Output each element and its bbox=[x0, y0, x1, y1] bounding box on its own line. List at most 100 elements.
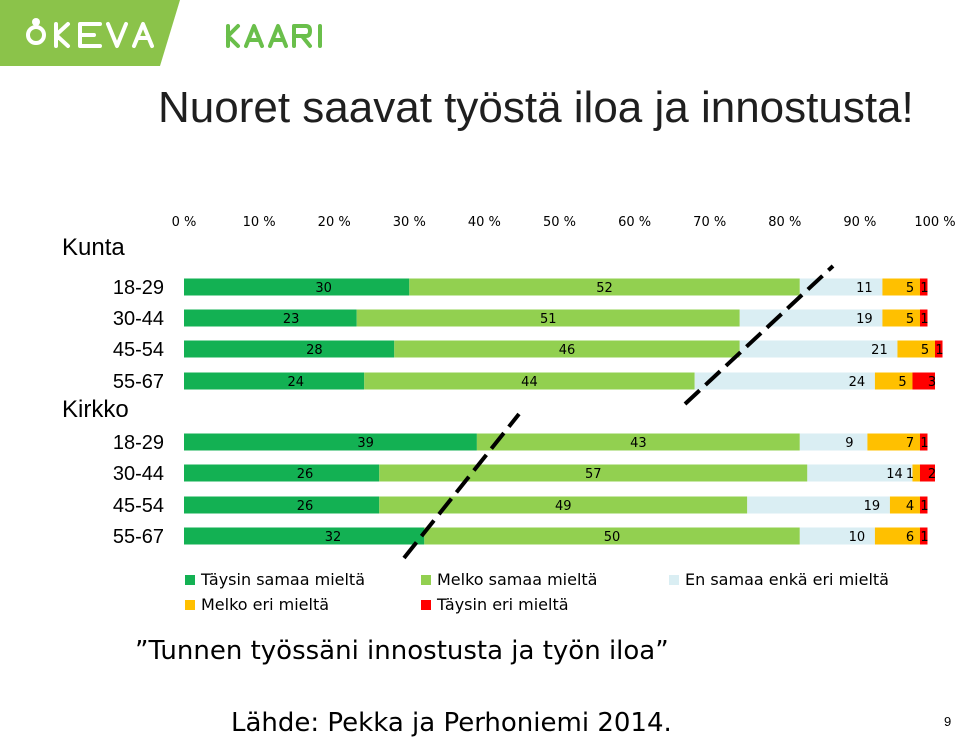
legend-swatch bbox=[185, 599, 195, 610]
bar-segment bbox=[409, 278, 800, 296]
legend-item: Melko samaa mieltä bbox=[421, 570, 669, 589]
legend-item: En samaa enkä eri mieltä bbox=[669, 570, 945, 589]
data-label: 2 bbox=[928, 467, 936, 482]
data-label: 57 bbox=[585, 467, 602, 482]
dashed-line-kunta bbox=[683, 264, 835, 406]
bar-segment bbox=[799, 278, 883, 296]
data-label: 43 bbox=[630, 436, 647, 451]
bar-segment bbox=[912, 372, 935, 390]
legend-label: Täysin samaa mieltä bbox=[201, 570, 366, 589]
legend-label: Täysin eri mieltä bbox=[437, 595, 569, 614]
legend-label: Melko eri mieltä bbox=[201, 595, 330, 614]
data-label: 30 bbox=[315, 281, 332, 296]
data-label: 4 bbox=[906, 499, 914, 514]
data-label: 32 bbox=[325, 530, 342, 545]
bar-segment bbox=[739, 340, 898, 358]
data-label: 44 bbox=[521, 375, 538, 390]
x-tick-label: 10 % bbox=[243, 215, 276, 230]
bar-segment bbox=[874, 527, 920, 545]
legend-label: En samaa enkä eri mieltä bbox=[685, 570, 889, 589]
source-citation: Lähde: Pekka ja Perhoniemi 2014. bbox=[231, 708, 672, 738]
data-label: 1 bbox=[920, 499, 928, 514]
data-label: 28 bbox=[306, 343, 323, 358]
data-label: 26 bbox=[297, 499, 314, 514]
bar-segment bbox=[807, 464, 913, 482]
data-label: 5 bbox=[921, 343, 929, 358]
legend-swatch bbox=[669, 574, 679, 585]
data-label: 51 bbox=[540, 312, 557, 327]
category-label: 18-29 bbox=[113, 432, 164, 454]
bar-segment bbox=[919, 527, 928, 545]
bar-segment bbox=[919, 464, 935, 482]
keva-logo-mark bbox=[26, 18, 154, 48]
bar-segment bbox=[935, 340, 943, 358]
x-tick-label: 0 % bbox=[172, 215, 197, 230]
bar-segment bbox=[424, 527, 800, 545]
data-label: 7 bbox=[906, 436, 914, 451]
dashed-line-kirkko bbox=[402, 412, 521, 560]
bar-segment bbox=[919, 309, 928, 327]
data-label: 24 bbox=[287, 375, 304, 390]
data-label: 49 bbox=[555, 499, 572, 514]
data-label: 23 bbox=[283, 312, 300, 327]
x-tick-label: 20 % bbox=[318, 215, 351, 230]
data-label: 10 bbox=[849, 530, 866, 545]
data-label: 21 bbox=[871, 343, 888, 358]
group-label-kirkko: Kirkko bbox=[62, 396, 129, 423]
data-label: 26 bbox=[297, 467, 314, 482]
bar-segment bbox=[184, 309, 357, 327]
legend-item: Täysin samaa mieltä bbox=[185, 570, 421, 589]
bar-segment bbox=[184, 496, 380, 514]
bar-segment bbox=[394, 340, 740, 358]
bar-segment bbox=[747, 496, 890, 514]
bar-segment bbox=[867, 433, 920, 451]
category-label: 18-29 bbox=[113, 277, 164, 299]
data-label: 1 bbox=[920, 436, 928, 451]
bar-segment bbox=[184, 340, 395, 358]
bar-segment bbox=[799, 527, 875, 545]
page-title: Nuoret saavat työstä iloa ja innostusta! bbox=[158, 83, 914, 132]
survey-question: ”Tunnen työssäni innostusta ja työn iloa… bbox=[135, 636, 669, 666]
data-label: 3 bbox=[928, 375, 936, 390]
bar-segment bbox=[912, 464, 920, 482]
data-label: 1 bbox=[935, 343, 943, 358]
stacked-bar-chart: 0 % 10 % 20 % 30 % 40 % 50 % 60 % 70 % 80 % 90 % 1… bbox=[113, 215, 956, 560]
x-tick-label: 70 % bbox=[693, 215, 726, 230]
x-tick-label: 50 % bbox=[543, 215, 576, 230]
category-label: 30-44 bbox=[113, 463, 164, 485]
category-label: 55-67 bbox=[113, 526, 164, 548]
x-tick-label: 100 % bbox=[914, 215, 955, 230]
keva-logo bbox=[0, 0, 204, 66]
bar-segment bbox=[799, 433, 868, 451]
category-label: 45-54 bbox=[113, 495, 164, 517]
data-label: 9 bbox=[845, 436, 853, 451]
data-label: 19 bbox=[856, 312, 873, 327]
bar-segment bbox=[882, 278, 920, 296]
bar-segment bbox=[184, 372, 365, 390]
category-label: 45-54 bbox=[113, 339, 164, 361]
data-label: 39 bbox=[357, 436, 374, 451]
bar-segment bbox=[184, 464, 380, 482]
page-number: 9 bbox=[944, 714, 952, 729]
data-label: 11 bbox=[856, 281, 873, 296]
x-tick-label: 30 % bbox=[393, 215, 426, 230]
bar-segment bbox=[364, 372, 695, 390]
data-label: 1 bbox=[920, 312, 928, 327]
data-label: 1 bbox=[906, 467, 914, 482]
x-tick-label: 90 % bbox=[843, 215, 876, 230]
kaari-logo bbox=[222, 14, 362, 54]
header-band bbox=[0, 0, 960, 66]
bar-segment bbox=[184, 278, 410, 296]
legend-swatch bbox=[421, 599, 431, 610]
x-tick-label: 40 % bbox=[468, 215, 501, 230]
x-tick-label: 80 % bbox=[768, 215, 801, 230]
bar-segment bbox=[919, 278, 928, 296]
kaari-logo-mark bbox=[226, 24, 322, 48]
data-label: 52 bbox=[596, 281, 613, 296]
legend-item: Melko eri mieltä bbox=[185, 595, 421, 614]
data-label: 24 bbox=[849, 375, 866, 390]
data-label: 46 bbox=[559, 343, 576, 358]
bar-segment bbox=[694, 372, 875, 390]
bar-segment bbox=[379, 496, 748, 514]
data-label: 5 bbox=[898, 375, 906, 390]
